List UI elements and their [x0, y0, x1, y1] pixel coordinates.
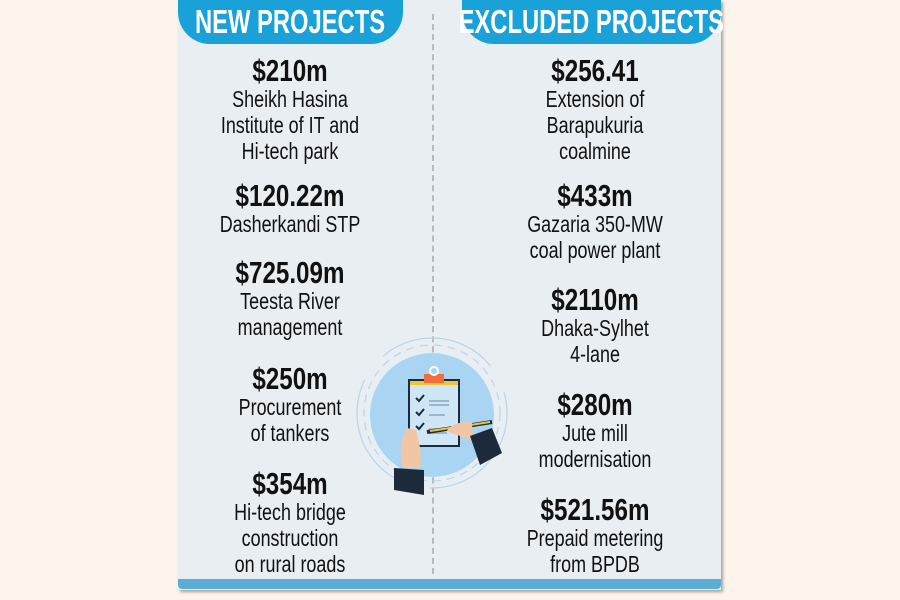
- project-desc: Gazaria 350-MW: [527, 211, 663, 237]
- bottom-bar: [178, 579, 721, 589]
- excluded-project-item: $521.56m Prepaid metering from BPDB: [445, 492, 745, 577]
- project-amount: $280m: [557, 387, 633, 422]
- project-desc: on rural roads: [234, 551, 346, 577]
- project-amount: $354m: [252, 466, 328, 501]
- project-amount: $120.22m: [235, 178, 345, 213]
- column-divider: [432, 14, 434, 574]
- project-amount: $2110m: [551, 282, 639, 317]
- project-amount: $433m: [557, 178, 633, 213]
- project-amount: $725.09m: [235, 255, 345, 290]
- project-desc: from BPDB: [550, 551, 640, 577]
- project-amount: $256.41: [551, 53, 639, 88]
- project-desc: Procurement: [238, 394, 342, 420]
- new-projects-header: NEW PROJECTS: [178, 0, 403, 44]
- project-desc: Prepaid metering: [526, 525, 664, 551]
- excluded-project-item: $280m Jute mill modernisation: [445, 387, 745, 472]
- infographic-card: [178, 0, 721, 590]
- excluded-project-item: $433m Gazaria 350-MW coal power plant: [445, 178, 745, 263]
- project-desc: Hi-tech bridge: [234, 499, 346, 525]
- project-amount: $250m: [252, 361, 328, 396]
- new-project-item: $120.22m Dasherkandi STP: [140, 178, 440, 237]
- project-desc: Extension of: [545, 86, 645, 112]
- project-desc: Dasherkandi STP: [219, 211, 361, 237]
- project-desc: Jute mill: [562, 420, 628, 446]
- new-project-item: $725.09m Teesta River management: [140, 255, 440, 340]
- new-project-item: $250m Procurement of tankers: [140, 361, 440, 446]
- project-amount: $210m: [252, 53, 328, 88]
- project-desc: Hi-tech park: [241, 138, 339, 164]
- project-desc: coal power plant: [529, 237, 661, 263]
- project-desc: Institute of IT and: [220, 112, 360, 138]
- new-project-item: $210m Sheikh Hasina Institute of IT and …: [140, 53, 440, 164]
- project-desc: of tankers: [250, 420, 330, 446]
- project-desc: Barapukuria: [546, 112, 644, 138]
- project-desc: modernisation: [538, 446, 652, 472]
- project-desc: coalmine: [559, 138, 631, 164]
- project-desc: Dhaka-Sylhet: [541, 315, 649, 341]
- project-desc: Sheikh Hasina: [232, 86, 348, 112]
- excluded-project-item: $256.41 Extension of Barapukuria coalmin…: [445, 53, 745, 164]
- excluded-projects-title: EXCLUDED PROJECTS: [458, 3, 725, 40]
- new-project-item: $354m Hi-tech bridge construction on rur…: [140, 466, 440, 577]
- excluded-project-item: $2110m Dhaka-Sylhet 4-lane: [445, 282, 745, 367]
- project-desc: management: [237, 314, 343, 340]
- new-projects-title: NEW PROJECTS: [195, 3, 386, 40]
- clipboard-checklist-icon: [356, 337, 508, 495]
- project-desc: construction: [241, 525, 339, 551]
- project-desc: Teesta River: [240, 288, 340, 314]
- excluded-projects-header: EXCLUDED PROJECTS: [458, 0, 725, 44]
- project-desc: 4-lane: [570, 341, 620, 367]
- project-amount: $521.56m: [540, 492, 650, 527]
